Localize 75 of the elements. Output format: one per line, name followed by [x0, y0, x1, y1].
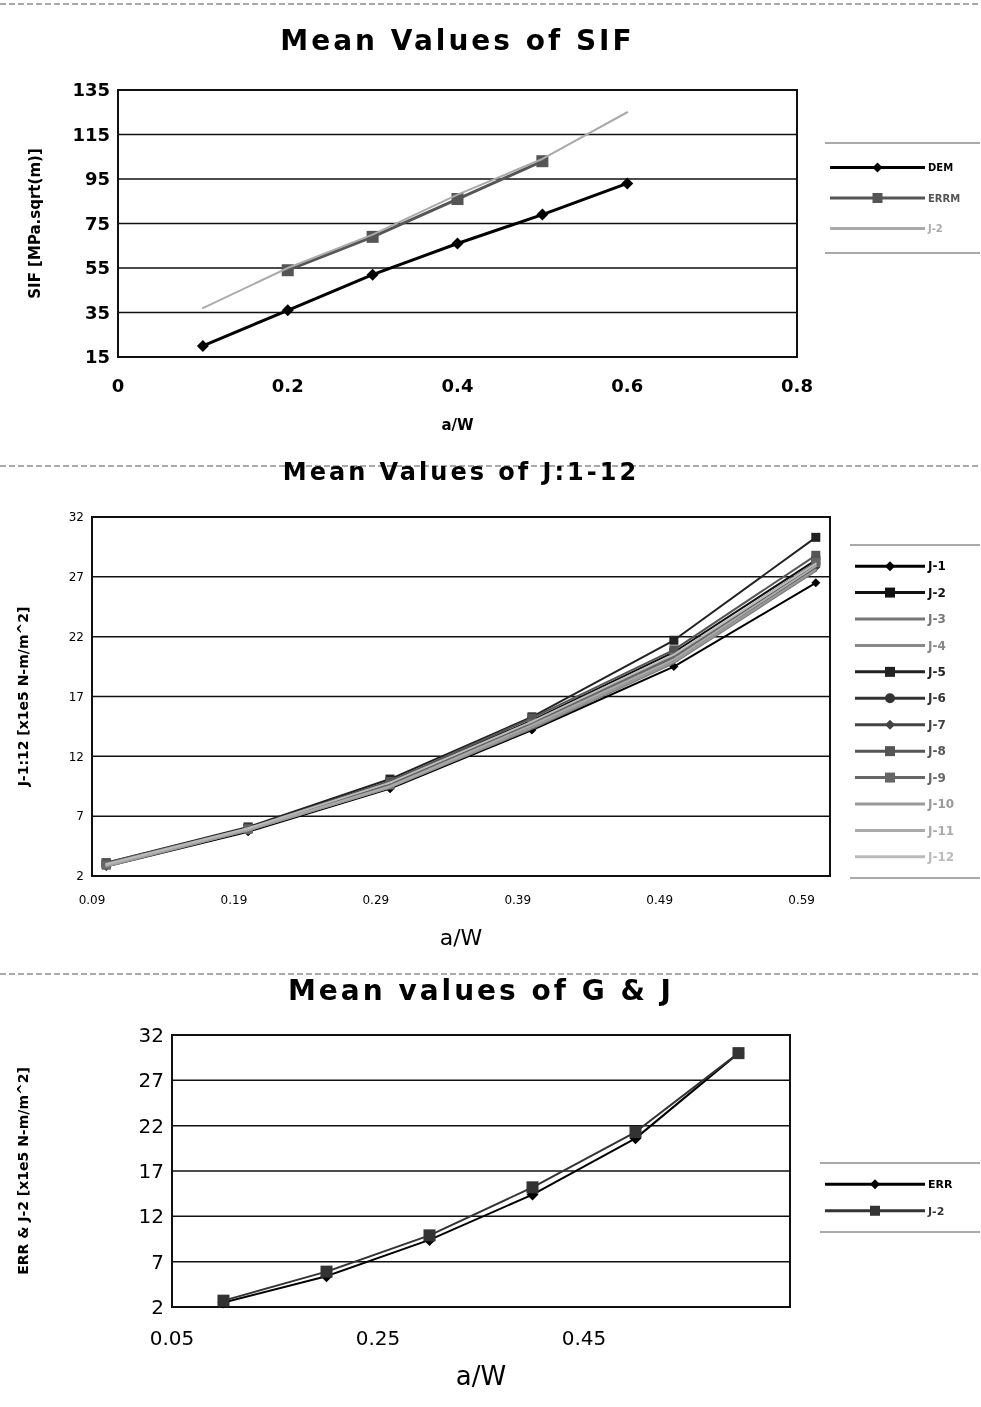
x-tick-label: 0.25: [355, 1326, 401, 1350]
point: [320, 1265, 333, 1278]
y-tick-label: 17: [68, 689, 84, 704]
x-tick-label: 0.8: [781, 375, 813, 396]
point: [811, 578, 821, 588]
x-axis-title: a/W: [441, 416, 475, 434]
y-tick-label: 115: [72, 123, 110, 145]
point: [196, 339, 209, 352]
text: J-1: [927, 559, 946, 574]
point: [451, 237, 464, 250]
x-tick-label: 0.6: [611, 375, 644, 396]
y-tick-label: 27: [138, 1068, 164, 1093]
point: [629, 1126, 642, 1139]
y-tick-label: 22: [68, 629, 84, 644]
y-tick-label: 95: [84, 168, 110, 190]
text: J-12: [927, 850, 955, 865]
point: [669, 635, 679, 645]
point: [621, 177, 634, 190]
y-tick-label: 75: [84, 212, 110, 234]
y-axis-title: SIF [MPa.sqrt(m)]: [26, 148, 44, 299]
y-tick-label: 2: [151, 1295, 164, 1319]
text: J-9: [927, 770, 946, 785]
chart-title: Mean values of G & J: [288, 974, 674, 1007]
text: J-8: [927, 744, 946, 759]
y-tick-label: 7: [151, 1249, 164, 1274]
y-tick-label: 17: [138, 1159, 164, 1183]
text: J-4: [927, 638, 946, 653]
text: J-2: [927, 585, 946, 600]
y-tick-label: 32: [68, 510, 84, 525]
x-tick-label: 0.39: [504, 893, 532, 907]
text: J-11: [927, 823, 955, 838]
x-tick-label: 0.29: [362, 893, 390, 907]
text: DEM: [928, 161, 954, 173]
point: [811, 532, 821, 542]
point: [366, 268, 379, 281]
text: J-2: [927, 223, 943, 235]
chart-title: Mean Values of J:1-12: [282, 458, 640, 486]
point: [526, 1181, 539, 1194]
point: [423, 1229, 436, 1242]
text: J-5: [927, 665, 946, 680]
text: ERR: [928, 1178, 953, 1192]
y-tick-label: 27: [68, 570, 84, 585]
y-tick-label: 35: [84, 301, 110, 323]
x-tick-label: 0: [111, 375, 125, 396]
x-tick-label: 0.49: [646, 893, 674, 907]
y-tick-label: 2: [76, 869, 84, 884]
y-tick-label: 55: [84, 257, 110, 279]
x-axis-title: a/W: [439, 925, 483, 950]
text: J-2: [927, 1204, 945, 1218]
text: ERRM: [928, 192, 961, 204]
chart-title: Mean Values of SIF: [280, 24, 635, 57]
x-tick-label: 0.09: [78, 893, 106, 907]
y-tick-label: 12: [68, 749, 84, 764]
point: [281, 304, 294, 317]
y-tick-label: 22: [138, 1113, 164, 1138]
y-tick-label: 7: [76, 809, 84, 824]
text: J-7: [927, 717, 946, 732]
x-tick-label: 0.19: [220, 893, 248, 907]
x-axis-title: a/W: [455, 1361, 507, 1391]
y-tick-label: 32: [138, 1023, 164, 1047]
line-series: [201, 111, 629, 310]
x-tick-label: 0.45: [561, 1326, 607, 1350]
y-axis-title: ERR & J-2 [x1e5 N-m/m^2]: [15, 1067, 31, 1275]
x-tick-label: 0.2: [271, 375, 304, 396]
x-tick-label: 0.05: [149, 1326, 195, 1350]
x-tick-label: 0.59: [788, 893, 815, 907]
y-axis-title: J-1:12 [x1e5 N-m/m^2]: [15, 606, 31, 788]
point: [536, 208, 549, 221]
x-tick-label: 0.4: [441, 375, 474, 396]
y-tick-label: 135: [72, 79, 110, 101]
y-tick-label: 12: [138, 1204, 164, 1229]
text: J-3: [927, 612, 946, 627]
y-tick-label: 15: [84, 346, 110, 368]
text: J-10: [927, 797, 955, 812]
text: J-6: [927, 691, 946, 706]
